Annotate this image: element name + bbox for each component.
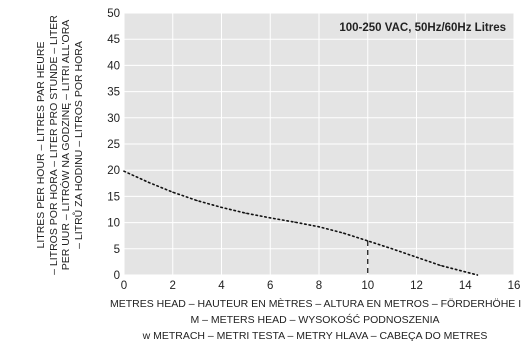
y-tick-label: 30 [107,113,120,125]
data-point [367,240,369,242]
y-tick-label: 50 [107,8,120,20]
x-tick-label: 12 [410,280,423,292]
x-tick-label: 8 [316,280,322,292]
y-tick-label: 0 [114,270,120,282]
x-tick-label: 4 [218,280,225,292]
x-axis-label: METRES HEAD – HAUTEUR EN MÈTRES – ALTURA… [110,296,521,344]
y-tick-label: 40 [107,60,120,72]
y-tick-label: 25 [107,139,120,151]
y-tick-label: 45 [107,34,120,46]
data-point [269,217,271,219]
x-tick-label: 10 [361,280,374,292]
y-axis-label-line: – LITRŮ ZA HODINU – LITROS POR HORA [72,41,85,249]
x-tick-label: 16 [508,280,521,292]
x-tick-labels: 0 2 4 6 8 10 12 14 16 [121,280,521,292]
x-tick-label: 6 [267,280,273,292]
y-axis-label-line: PER UUR – LITRÓW NA GODZINĘ – LITRI ALL'… [60,19,72,271]
x-axis-label-line: w METRACH – METRI TESTA – METRY HLAVA – … [142,330,488,342]
y-tick-label: 10 [107,218,120,230]
data-point [245,212,247,214]
x-tick-label: 14 [459,280,472,292]
data-point [391,248,393,250]
y-tick-label: 5 [114,244,120,256]
data-point [172,191,174,193]
data-point [123,170,125,172]
y-tick-labels: 0 5 10 15 20 25 30 35 40 45 50 [107,8,120,282]
data-point [476,274,479,276]
chart-annotation: 100-250 VAC, 50Hz/60Hz Litres [339,22,506,34]
data-series-line [123,170,479,276]
data-point [440,264,442,267]
data-point [220,206,223,209]
grid-lines [123,12,515,276]
y-axis-label-line: – LITROS POR HORA – LITER PRO STUNDE – L… [47,15,60,275]
data-point [147,181,149,183]
x-tick-label: 2 [170,280,176,292]
data-point [196,199,198,202]
data-point [342,232,344,234]
y-axis-label: LITRES PER HOUR – LITRES PAR HEURE – LIT… [6,0,114,290]
data-point [415,256,418,258]
x-tick-label: 0 [121,280,127,292]
y-tick-label: 35 [107,87,120,99]
y-axis-label-line: LITRES PER HOUR – LITRES PAR HEURE [35,41,47,249]
y-tick-label: 20 [107,165,120,177]
data-point [294,221,296,223]
x-axis-label-line: M – METERS HEAD – WYSOKOŚĆ PODNOSZENIA [190,314,440,326]
data-point [318,226,320,228]
data-points [123,170,479,276]
y-tick-label: 15 [107,191,120,203]
x-axis-label-line: METRES HEAD – HAUTEUR EN MÈTRES – ALTURA… [110,298,521,310]
